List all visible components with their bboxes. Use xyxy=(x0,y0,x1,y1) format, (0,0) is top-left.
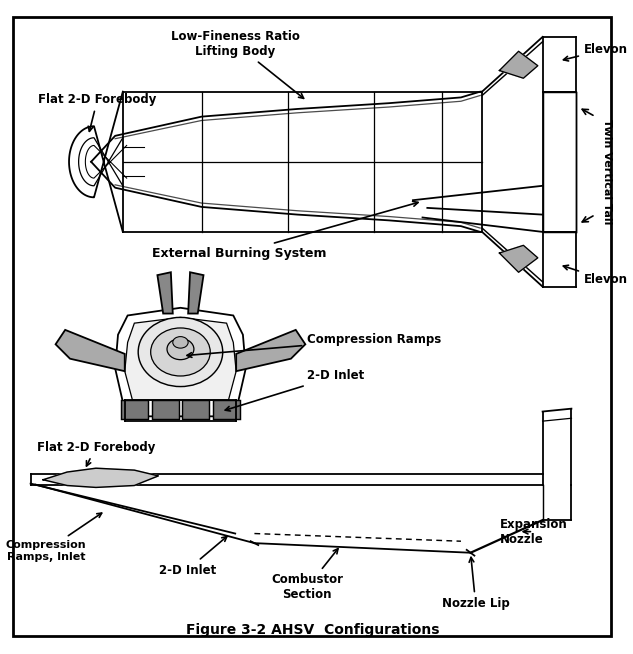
Text: Flat 2-D Forebody: Flat 2-D Forebody xyxy=(38,93,156,131)
Ellipse shape xyxy=(167,339,194,360)
Polygon shape xyxy=(158,272,173,313)
Ellipse shape xyxy=(138,317,223,387)
Text: Combustor
Section: Combustor Section xyxy=(272,549,343,601)
Text: Expansion
Nozzle: Expansion Nozzle xyxy=(499,517,567,545)
Text: Nozzle Lip: Nozzle Lip xyxy=(442,557,510,610)
Text: Figure 3-2 AHSV  Configurations: Figure 3-2 AHSV Configurations xyxy=(186,623,440,636)
Polygon shape xyxy=(43,468,158,487)
Text: Compression
Ramps, Inlet: Compression Ramps, Inlet xyxy=(6,513,102,562)
Bar xyxy=(121,400,147,419)
Text: Twin Vertical Tail: Twin Vertical Tail xyxy=(602,118,612,224)
Text: Elevon: Elevon xyxy=(563,43,628,61)
Polygon shape xyxy=(56,330,125,371)
Text: Low-Fineness Ratio
Lifting Body: Low-Fineness Ratio Lifting Body xyxy=(171,29,304,98)
Bar xyxy=(152,400,179,419)
Polygon shape xyxy=(499,51,538,78)
Polygon shape xyxy=(125,317,236,400)
Text: Flat 2-D Forebody: Flat 2-D Forebody xyxy=(37,441,155,466)
Ellipse shape xyxy=(173,337,188,348)
Text: Elevon: Elevon xyxy=(563,266,628,286)
Bar xyxy=(182,400,210,419)
Bar xyxy=(213,400,240,419)
Polygon shape xyxy=(542,92,576,232)
Text: Compression Ramps: Compression Ramps xyxy=(187,333,441,357)
Polygon shape xyxy=(499,245,538,272)
Polygon shape xyxy=(236,330,305,371)
Polygon shape xyxy=(188,272,204,313)
Polygon shape xyxy=(115,308,246,417)
Text: 2-D Inlet: 2-D Inlet xyxy=(225,370,365,411)
Ellipse shape xyxy=(151,328,210,376)
Text: External Burning System: External Burning System xyxy=(152,201,418,260)
Text: 2-D Inlet: 2-D Inlet xyxy=(158,536,227,577)
